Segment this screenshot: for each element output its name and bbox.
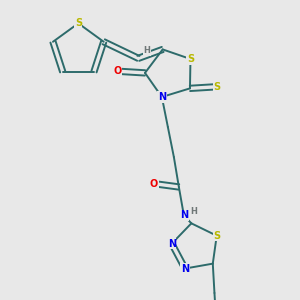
Text: N: N xyxy=(168,238,176,249)
Text: S: S xyxy=(213,231,220,241)
Text: H: H xyxy=(143,46,150,56)
Text: N: N xyxy=(180,210,188,220)
Text: S: S xyxy=(187,54,194,64)
Text: O: O xyxy=(150,178,158,189)
Text: N: N xyxy=(181,263,189,274)
Text: H: H xyxy=(190,207,197,216)
Text: S: S xyxy=(214,82,221,92)
Text: S: S xyxy=(75,18,82,28)
Text: O: O xyxy=(113,66,122,76)
Text: N: N xyxy=(158,92,166,102)
